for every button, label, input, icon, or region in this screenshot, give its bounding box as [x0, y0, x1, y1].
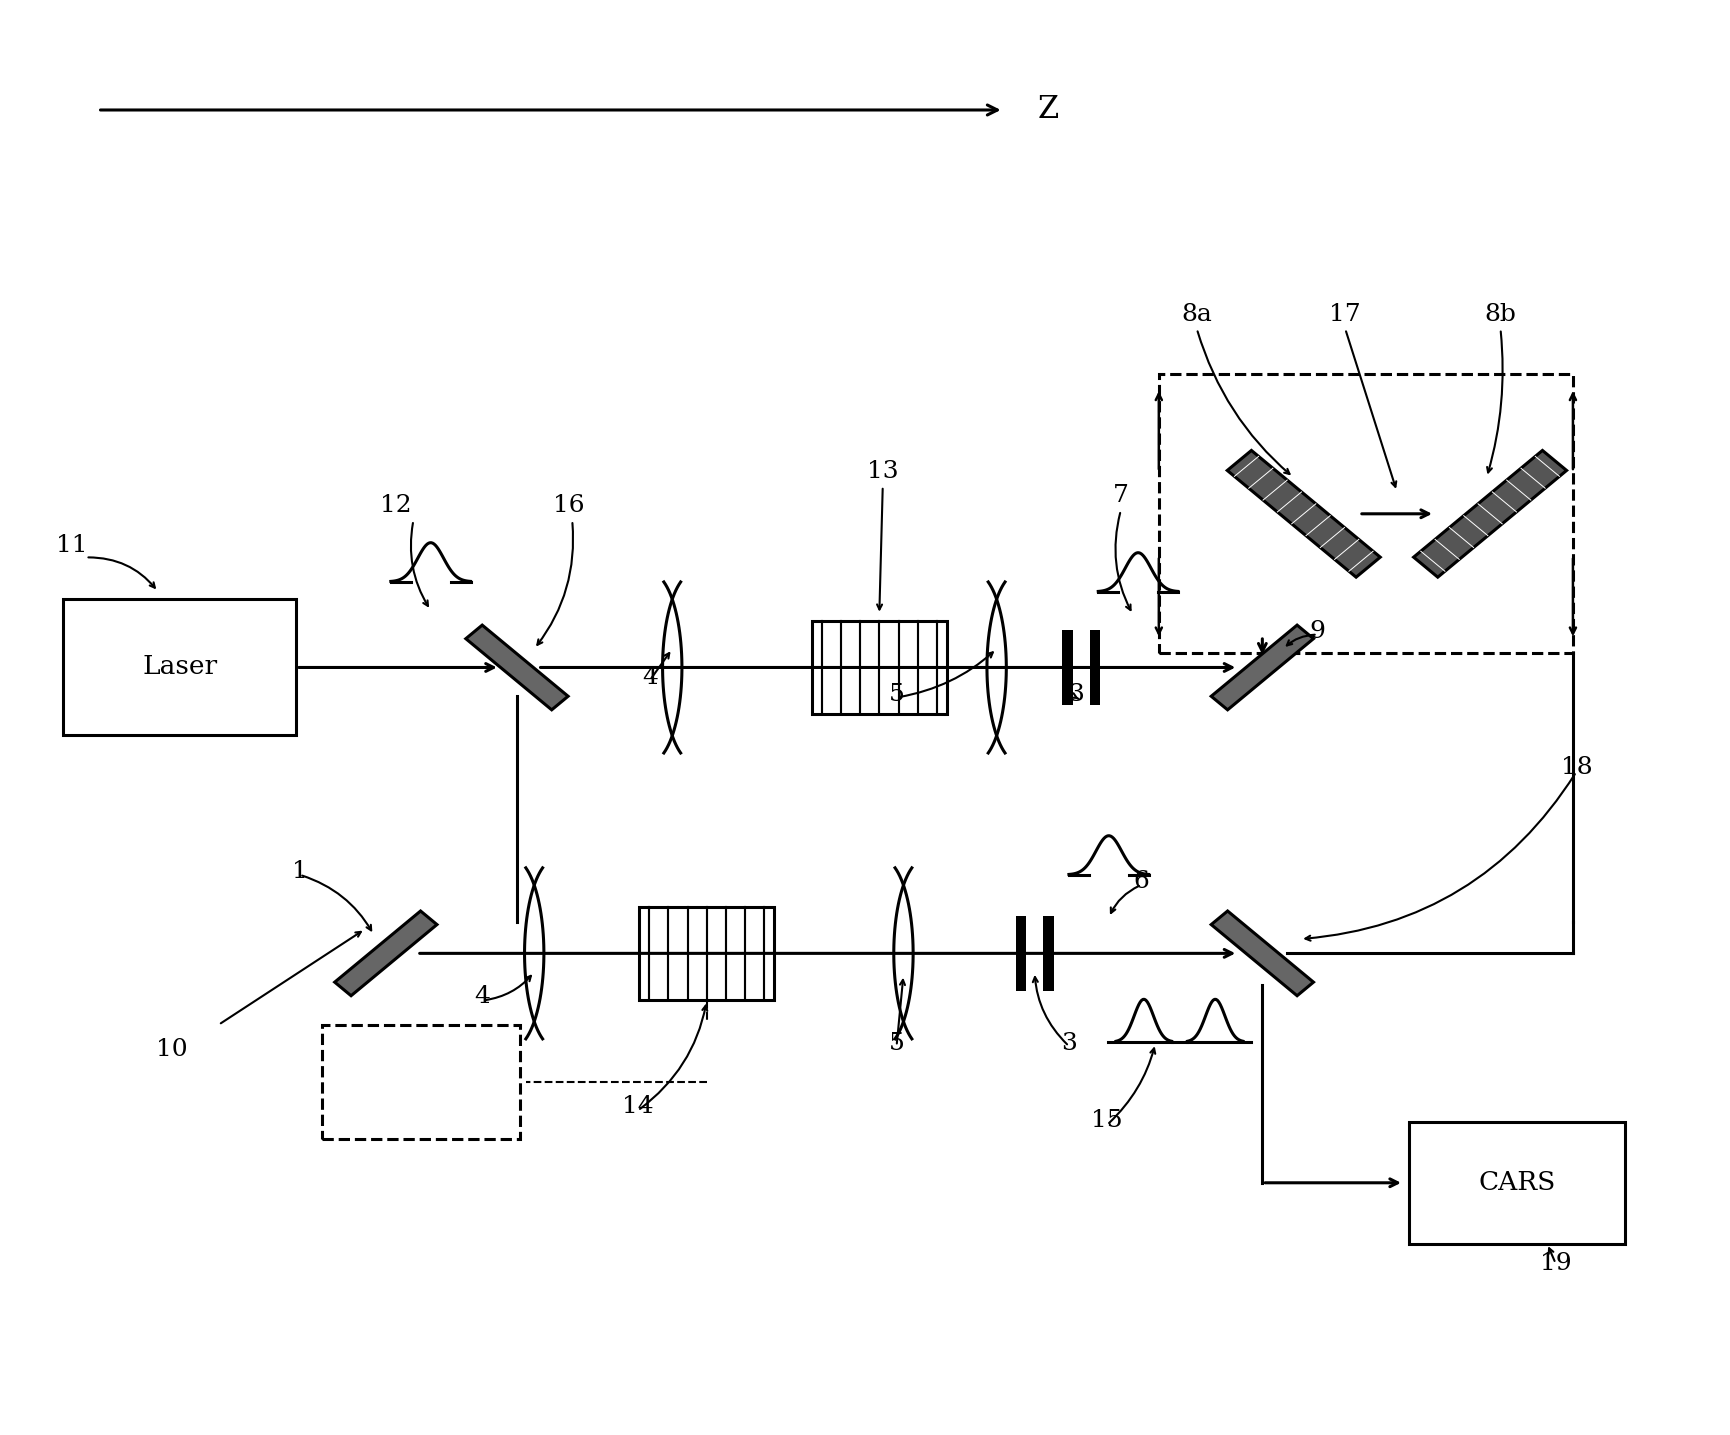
Text: CARS: CARS	[1477, 1171, 1555, 1195]
Text: 19: 19	[1540, 1253, 1571, 1276]
Text: 17: 17	[1329, 303, 1360, 326]
Polygon shape	[334, 911, 436, 996]
Text: 14: 14	[621, 1095, 654, 1118]
Text: 8a: 8a	[1180, 303, 1211, 326]
Bar	[62, 598, 296, 735]
Polygon shape	[1227, 451, 1379, 577]
Bar	[1408, 1122, 1624, 1244]
Bar	[322, 1025, 521, 1139]
Text: 15: 15	[1090, 1109, 1123, 1132]
Text: 16: 16	[552, 495, 585, 518]
Polygon shape	[1211, 626, 1313, 710]
Text: 7: 7	[1112, 485, 1128, 508]
Text: 3: 3	[1060, 1032, 1076, 1055]
Text: 9: 9	[1310, 620, 1325, 643]
Bar	[1157, 375, 1573, 653]
Text: 4: 4	[474, 984, 490, 1007]
Text: Z: Z	[1038, 95, 1059, 125]
Text: 10: 10	[156, 1038, 187, 1060]
Text: 11: 11	[55, 534, 88, 557]
Text: 5: 5	[887, 683, 905, 706]
Text: 8b: 8b	[1484, 303, 1515, 326]
Bar	[638, 907, 773, 1000]
Text: 5: 5	[887, 1032, 905, 1055]
Bar	[1090, 630, 1100, 705]
Text: 6: 6	[1133, 871, 1149, 894]
Bar	[1016, 916, 1026, 990]
Text: 13: 13	[867, 461, 898, 484]
Bar	[1062, 630, 1073, 705]
Polygon shape	[1413, 451, 1566, 577]
Text: 1: 1	[292, 861, 308, 884]
Text: 18: 18	[1560, 756, 1592, 779]
Polygon shape	[465, 626, 567, 710]
Text: Laser: Laser	[142, 654, 216, 679]
Text: 3: 3	[1067, 683, 1083, 706]
Polygon shape	[1211, 911, 1313, 996]
Bar	[811, 621, 946, 715]
Text: 12: 12	[381, 495, 412, 518]
Text: 4: 4	[642, 666, 657, 689]
Bar	[1043, 916, 1054, 990]
